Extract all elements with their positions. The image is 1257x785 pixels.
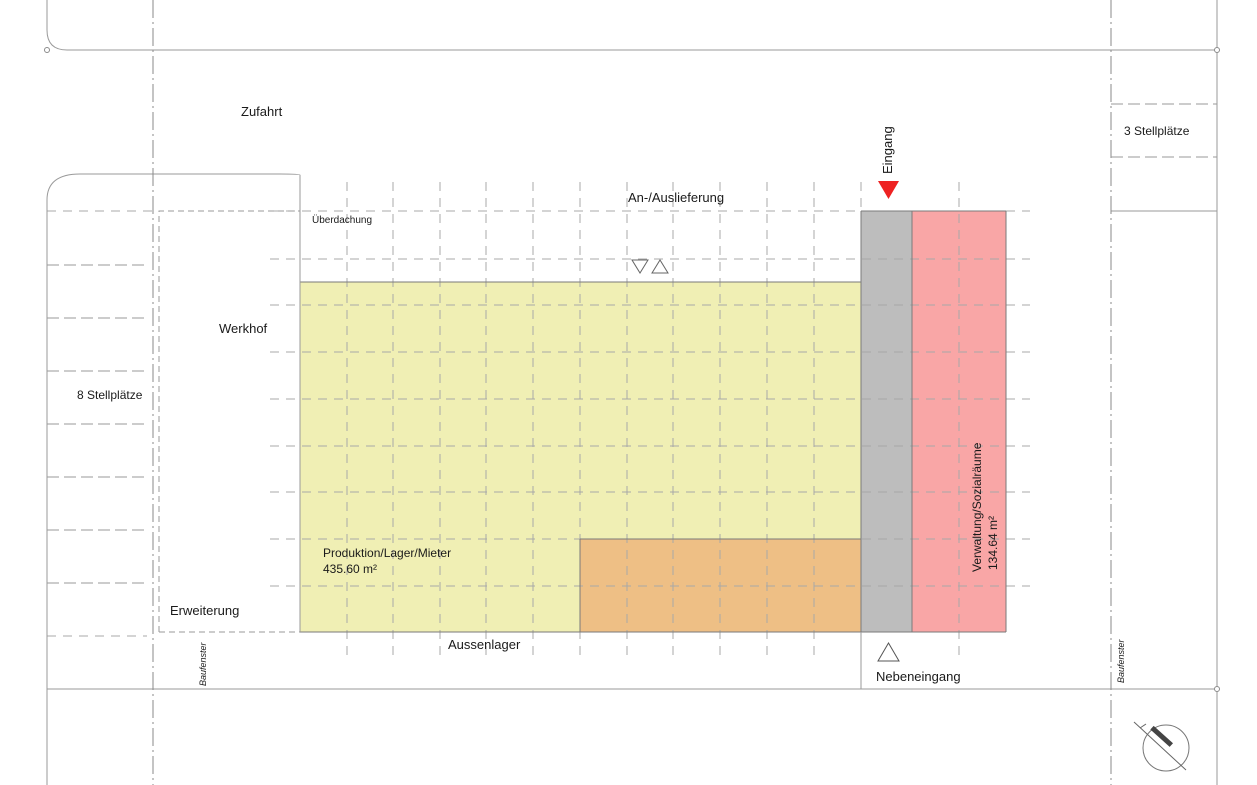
line-end-marker <box>1214 686 1220 692</box>
zufahrt-label: Zufahrt <box>241 104 283 119</box>
north-arrow-icon <box>1133 721 1190 772</box>
verwaltung-label: Verwaltung/Sozialräume <box>970 442 984 572</box>
stellplaetze-right-label: 3 Stellplätze <box>1124 124 1190 138</box>
eingang-label: Eingang <box>880 126 895 174</box>
erweiterung-label: Erweiterung <box>170 603 239 618</box>
baufenster-left-label: Baufenster <box>198 641 208 686</box>
baufenster-lines <box>152 0 1112 785</box>
structural-grid <box>47 182 1030 662</box>
side-entrance-triangle-icon <box>877 642 900 662</box>
erweiterung-boundary <box>158 210 300 633</box>
line-end-marker <box>1214 47 1220 53</box>
verwaltung-area-label: 134.64 m² <box>986 516 1000 570</box>
nebeneingang-label: Nebeneingang <box>876 669 961 684</box>
produktion-label: Produktion/Lager/Mieter <box>323 546 451 560</box>
aussenlager-label: Aussenlager <box>448 637 521 652</box>
parking-left <box>47 264 147 584</box>
an-auslieferung-label: An-/Auslieferung <box>628 190 724 205</box>
loading-triangles-icon <box>631 259 669 274</box>
stellplaetze-left-label: 8 Stellplätze <box>77 388 143 402</box>
werkhof-label: Werkhof <box>219 321 268 336</box>
ueberdachung-label: Überdachung <box>312 214 372 226</box>
baufenster-right-label: Baufenster <box>1116 638 1126 683</box>
parking-right <box>1111 103 1217 158</box>
circulation-area <box>861 211 912 632</box>
line-end-marker <box>44 47 50 53</box>
road-lines <box>46 0 1218 785</box>
entrance-triangle-icon <box>878 181 899 199</box>
produktion-area-label: 435.60 m² <box>323 562 377 576</box>
